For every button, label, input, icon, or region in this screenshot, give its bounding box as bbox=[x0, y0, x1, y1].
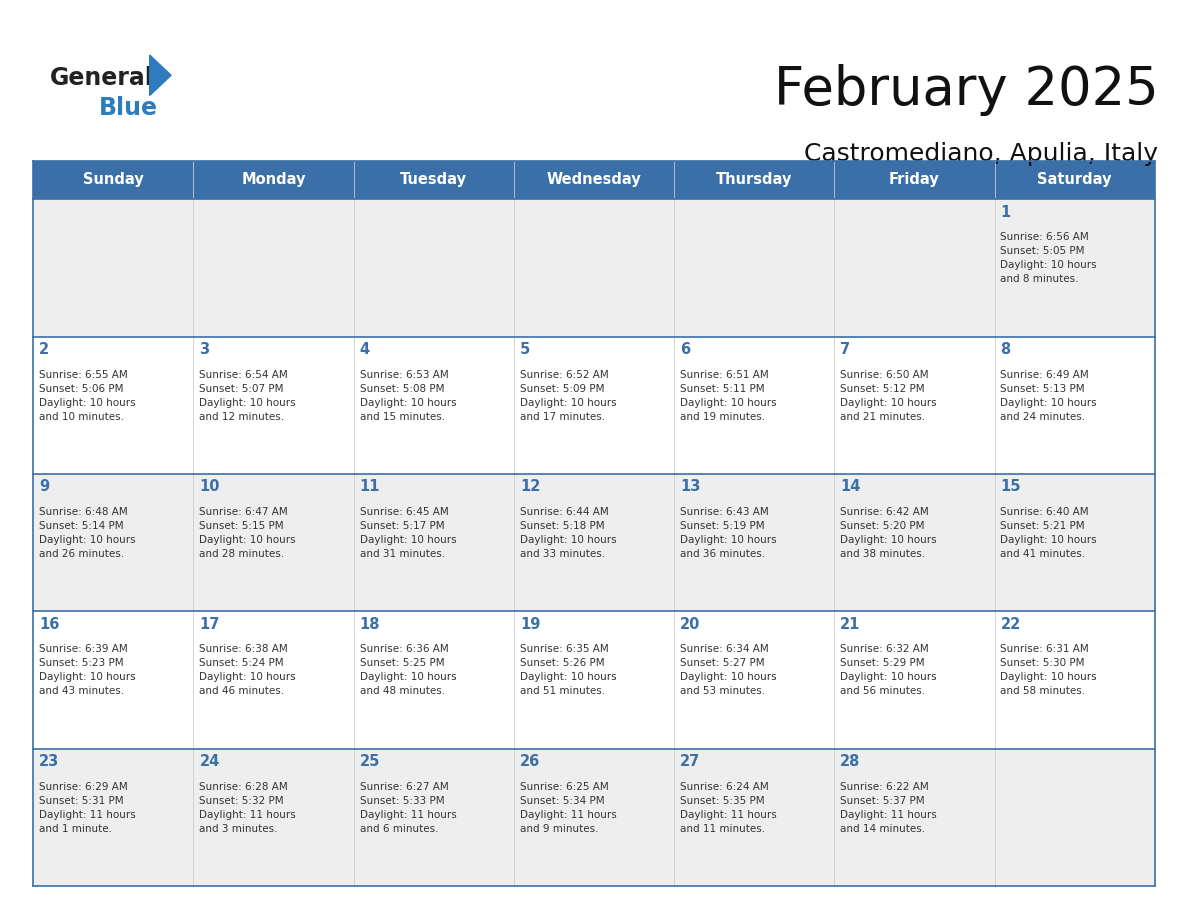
Text: 3: 3 bbox=[200, 342, 209, 357]
Text: Friday: Friday bbox=[889, 173, 940, 187]
Polygon shape bbox=[150, 55, 171, 95]
Text: 20: 20 bbox=[680, 617, 701, 632]
Text: Sunday: Sunday bbox=[83, 173, 144, 187]
Text: 9: 9 bbox=[39, 479, 50, 495]
Text: Sunrise: 6:52 AM
Sunset: 5:09 PM
Daylight: 10 hours
and 17 minutes.: Sunrise: 6:52 AM Sunset: 5:09 PM Dayligh… bbox=[520, 370, 617, 421]
Text: Thursday: Thursday bbox=[716, 173, 792, 187]
Text: 15: 15 bbox=[1000, 479, 1020, 495]
Text: Sunrise: 6:47 AM
Sunset: 5:15 PM
Daylight: 10 hours
and 28 minutes.: Sunrise: 6:47 AM Sunset: 5:15 PM Dayligh… bbox=[200, 507, 296, 559]
Text: 23: 23 bbox=[39, 754, 59, 769]
Text: Sunrise: 6:38 AM
Sunset: 5:24 PM
Daylight: 10 hours
and 46 minutes.: Sunrise: 6:38 AM Sunset: 5:24 PM Dayligh… bbox=[200, 644, 296, 696]
Text: Sunrise: 6:49 AM
Sunset: 5:13 PM
Daylight: 10 hours
and 24 minutes.: Sunrise: 6:49 AM Sunset: 5:13 PM Dayligh… bbox=[1000, 370, 1097, 421]
Text: 4: 4 bbox=[360, 342, 369, 357]
Text: Sunrise: 6:45 AM
Sunset: 5:17 PM
Daylight: 10 hours
and 31 minutes.: Sunrise: 6:45 AM Sunset: 5:17 PM Dayligh… bbox=[360, 507, 456, 559]
Text: Saturday: Saturday bbox=[1037, 173, 1112, 187]
Text: Sunrise: 6:29 AM
Sunset: 5:31 PM
Daylight: 11 hours
and 1 minute.: Sunrise: 6:29 AM Sunset: 5:31 PM Dayligh… bbox=[39, 781, 135, 834]
Text: 13: 13 bbox=[680, 479, 701, 495]
Bar bbox=[33, 611, 1155, 748]
Text: 24: 24 bbox=[200, 754, 220, 769]
Bar bbox=[33, 337, 1155, 474]
Text: 12: 12 bbox=[520, 479, 541, 495]
Bar bbox=[33, 474, 1155, 611]
Text: 7: 7 bbox=[840, 342, 851, 357]
Text: 11: 11 bbox=[360, 479, 380, 495]
Text: Sunrise: 6:24 AM
Sunset: 5:35 PM
Daylight: 11 hours
and 11 minutes.: Sunrise: 6:24 AM Sunset: 5:35 PM Dayligh… bbox=[680, 781, 777, 834]
Text: Monday: Monday bbox=[241, 173, 305, 187]
Text: 8: 8 bbox=[1000, 342, 1011, 357]
Text: Sunrise: 6:51 AM
Sunset: 5:11 PM
Daylight: 10 hours
and 19 minutes.: Sunrise: 6:51 AM Sunset: 5:11 PM Dayligh… bbox=[680, 370, 777, 421]
Text: Sunrise: 6:35 AM
Sunset: 5:26 PM
Daylight: 10 hours
and 51 minutes.: Sunrise: 6:35 AM Sunset: 5:26 PM Dayligh… bbox=[520, 644, 617, 696]
Text: Sunrise: 6:42 AM
Sunset: 5:20 PM
Daylight: 10 hours
and 38 minutes.: Sunrise: 6:42 AM Sunset: 5:20 PM Dayligh… bbox=[840, 507, 937, 559]
Bar bbox=[33, 161, 1155, 199]
Text: General: General bbox=[50, 66, 153, 90]
Text: 1: 1 bbox=[1000, 205, 1011, 219]
Text: 25: 25 bbox=[360, 754, 380, 769]
Bar bbox=[33, 199, 1155, 337]
Text: 10: 10 bbox=[200, 479, 220, 495]
Text: Sunrise: 6:56 AM
Sunset: 5:05 PM
Daylight: 10 hours
and 8 minutes.: Sunrise: 6:56 AM Sunset: 5:05 PM Dayligh… bbox=[1000, 232, 1097, 285]
Text: Sunrise: 6:27 AM
Sunset: 5:33 PM
Daylight: 11 hours
and 6 minutes.: Sunrise: 6:27 AM Sunset: 5:33 PM Dayligh… bbox=[360, 781, 456, 834]
Text: 18: 18 bbox=[360, 617, 380, 632]
Text: 2: 2 bbox=[39, 342, 50, 357]
Text: Tuesday: Tuesday bbox=[400, 173, 467, 187]
Text: Sunrise: 6:22 AM
Sunset: 5:37 PM
Daylight: 11 hours
and 14 minutes.: Sunrise: 6:22 AM Sunset: 5:37 PM Dayligh… bbox=[840, 781, 937, 834]
Text: Sunrise: 6:50 AM
Sunset: 5:12 PM
Daylight: 10 hours
and 21 minutes.: Sunrise: 6:50 AM Sunset: 5:12 PM Dayligh… bbox=[840, 370, 937, 421]
Text: Sunrise: 6:54 AM
Sunset: 5:07 PM
Daylight: 10 hours
and 12 minutes.: Sunrise: 6:54 AM Sunset: 5:07 PM Dayligh… bbox=[200, 370, 296, 421]
Text: 17: 17 bbox=[200, 617, 220, 632]
Text: Sunrise: 6:25 AM
Sunset: 5:34 PM
Daylight: 11 hours
and 9 minutes.: Sunrise: 6:25 AM Sunset: 5:34 PM Dayligh… bbox=[520, 781, 617, 834]
Text: Sunrise: 6:43 AM
Sunset: 5:19 PM
Daylight: 10 hours
and 36 minutes.: Sunrise: 6:43 AM Sunset: 5:19 PM Dayligh… bbox=[680, 507, 777, 559]
Text: Castromediano, Apulia, Italy: Castromediano, Apulia, Italy bbox=[804, 142, 1158, 166]
Text: Sunrise: 6:36 AM
Sunset: 5:25 PM
Daylight: 10 hours
and 48 minutes.: Sunrise: 6:36 AM Sunset: 5:25 PM Dayligh… bbox=[360, 644, 456, 696]
Text: Sunrise: 6:34 AM
Sunset: 5:27 PM
Daylight: 10 hours
and 53 minutes.: Sunrise: 6:34 AM Sunset: 5:27 PM Dayligh… bbox=[680, 644, 777, 696]
Text: 16: 16 bbox=[39, 617, 59, 632]
Text: 22: 22 bbox=[1000, 617, 1020, 632]
Bar bbox=[33, 748, 1155, 886]
Text: Sunrise: 6:53 AM
Sunset: 5:08 PM
Daylight: 10 hours
and 15 minutes.: Sunrise: 6:53 AM Sunset: 5:08 PM Dayligh… bbox=[360, 370, 456, 421]
Text: Sunrise: 6:32 AM
Sunset: 5:29 PM
Daylight: 10 hours
and 56 minutes.: Sunrise: 6:32 AM Sunset: 5:29 PM Dayligh… bbox=[840, 644, 937, 696]
Text: Sunrise: 6:28 AM
Sunset: 5:32 PM
Daylight: 11 hours
and 3 minutes.: Sunrise: 6:28 AM Sunset: 5:32 PM Dayligh… bbox=[200, 781, 296, 834]
Text: Sunrise: 6:31 AM
Sunset: 5:30 PM
Daylight: 10 hours
and 58 minutes.: Sunrise: 6:31 AM Sunset: 5:30 PM Dayligh… bbox=[1000, 644, 1097, 696]
Text: Sunrise: 6:44 AM
Sunset: 5:18 PM
Daylight: 10 hours
and 33 minutes.: Sunrise: 6:44 AM Sunset: 5:18 PM Dayligh… bbox=[520, 507, 617, 559]
Text: 19: 19 bbox=[520, 617, 541, 632]
Text: Sunrise: 6:40 AM
Sunset: 5:21 PM
Daylight: 10 hours
and 41 minutes.: Sunrise: 6:40 AM Sunset: 5:21 PM Dayligh… bbox=[1000, 507, 1097, 559]
Text: Sunrise: 6:39 AM
Sunset: 5:23 PM
Daylight: 10 hours
and 43 minutes.: Sunrise: 6:39 AM Sunset: 5:23 PM Dayligh… bbox=[39, 644, 135, 696]
Text: 27: 27 bbox=[680, 754, 700, 769]
Text: 26: 26 bbox=[520, 754, 541, 769]
Text: 5: 5 bbox=[520, 342, 530, 357]
Text: 6: 6 bbox=[680, 342, 690, 357]
Text: February 2025: February 2025 bbox=[773, 64, 1158, 117]
Text: Sunrise: 6:55 AM
Sunset: 5:06 PM
Daylight: 10 hours
and 10 minutes.: Sunrise: 6:55 AM Sunset: 5:06 PM Dayligh… bbox=[39, 370, 135, 421]
Text: Wednesday: Wednesday bbox=[546, 173, 642, 187]
Text: 21: 21 bbox=[840, 617, 860, 632]
Text: 28: 28 bbox=[840, 754, 860, 769]
Text: Sunrise: 6:48 AM
Sunset: 5:14 PM
Daylight: 10 hours
and 26 minutes.: Sunrise: 6:48 AM Sunset: 5:14 PM Dayligh… bbox=[39, 507, 135, 559]
Text: 14: 14 bbox=[840, 479, 860, 495]
Text: Blue: Blue bbox=[99, 96, 158, 120]
